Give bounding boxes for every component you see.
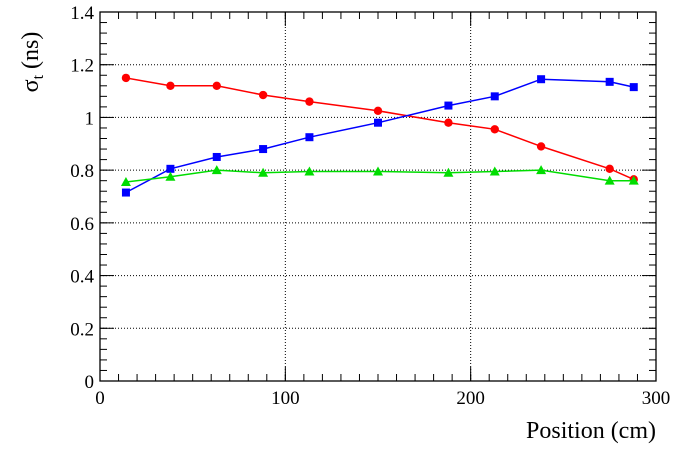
y-axis-label-unit: (ns)	[18, 32, 44, 75]
data-point-triangle	[211, 165, 222, 175]
data-series	[121, 75, 638, 197]
data-point-square	[121, 188, 130, 197]
data-point-circle	[258, 90, 268, 100]
data-point-triangle	[258, 167, 269, 177]
y-tick-label: 1.2	[70, 56, 94, 77]
data-point-square	[537, 75, 546, 84]
data-point-circle	[605, 164, 614, 174]
axis-ticks	[99, 11, 657, 382]
plot-frame	[99, 11, 657, 382]
data-point-square	[259, 145, 268, 154]
x-tick-label: 100	[271, 388, 300, 409]
data-point-circle	[166, 81, 175, 91]
data-point-triangle	[165, 171, 176, 181]
data-point-triangle	[373, 166, 383, 176]
series-line	[125, 77, 635, 181]
data-point-circle	[373, 106, 383, 116]
y-axis-label: σt (ns)	[18, 32, 47, 93]
data-point-square	[629, 83, 638, 92]
y-tick-label: 1.4	[70, 3, 94, 24]
data-point-triangle	[489, 166, 500, 176]
data-point-square	[305, 133, 314, 142]
y-axis-label-subscript: t	[30, 74, 47, 79]
x-tick-label: 300	[642, 388, 671, 409]
series-line	[125, 78, 634, 194]
data-point-square	[444, 101, 453, 110]
y-tick-label: 0.2	[70, 319, 94, 340]
data-point-triangle	[304, 166, 315, 176]
x-tick-label: 0	[95, 388, 105, 409]
y-tick-label: 0.6	[70, 214, 94, 235]
y-tick-label: 0	[85, 372, 95, 393]
grid-lines	[100, 12, 656, 381]
data-point-square	[374, 118, 382, 127]
data-point-circle	[212, 81, 221, 91]
y-tick-label: 0.4	[70, 267, 94, 288]
data-point-circle	[121, 73, 131, 83]
data-point-square	[490, 92, 499, 101]
series-layer	[120, 73, 639, 197]
data-point-triangle	[443, 167, 454, 177]
data-point-circle	[305, 97, 314, 106]
data-point-triangle	[120, 177, 131, 187]
data-series	[120, 165, 639, 187]
data-point-circle	[536, 142, 546, 151]
data-point-triangle	[628, 175, 639, 185]
x-axis-label: Position (cm)	[526, 418, 656, 444]
data-point-triangle	[536, 165, 547, 175]
data-point-square	[605, 77, 614, 86]
data-point-circle	[444, 118, 453, 127]
y-tick-label: 0.8	[70, 161, 94, 182]
data-point-circle	[490, 125, 499, 134]
y-tick-label: 1	[85, 108, 95, 129]
data-point-square	[212, 152, 221, 161]
y-axis-label-symbol: σ	[18, 79, 44, 92]
x-tick-label: 200	[456, 388, 485, 409]
data-point-triangle	[604, 175, 615, 185]
data-point-square	[166, 164, 175, 173]
tick-labels: 0 0.2 0.4 0.6 0.8 1 1.2 1.4 0 100 200 300	[70, 3, 670, 409]
data-series	[121, 73, 638, 184]
